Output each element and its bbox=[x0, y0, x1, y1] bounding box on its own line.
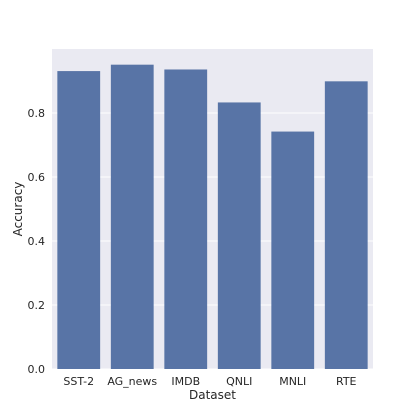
bar-rte bbox=[324, 81, 368, 369]
bar-sst-2 bbox=[57, 71, 101, 369]
y-axis-ticks: 0.0 0.2 0.4 0.6 0.8 bbox=[28, 107, 46, 376]
bar-imdb bbox=[164, 69, 208, 369]
y-tick-label: 0.8 bbox=[28, 107, 46, 120]
x-tick-label: SST-2 bbox=[63, 375, 94, 388]
x-tick-label: AG_news bbox=[107, 375, 157, 388]
x-axis-label: Dataset bbox=[189, 388, 236, 402]
bar-mnli bbox=[271, 131, 315, 369]
bar-ag-news bbox=[110, 64, 154, 370]
y-tick-label: 0.6 bbox=[28, 171, 46, 184]
x-tick-label: RTE bbox=[336, 375, 357, 388]
x-tick-label: IMDB bbox=[171, 375, 200, 388]
y-tick-label: 0.2 bbox=[28, 299, 46, 312]
y-axis-label: Accuracy bbox=[11, 182, 25, 237]
bars bbox=[57, 64, 368, 370]
bar-qnli bbox=[217, 102, 261, 369]
y-tick-label: 0.0 bbox=[28, 363, 46, 376]
x-tick-label: MNLI bbox=[279, 375, 306, 388]
y-tick-label: 0.4 bbox=[28, 235, 46, 248]
plot-area bbox=[52, 49, 373, 369]
x-tick-label: QNLI bbox=[226, 375, 252, 388]
grid-lines bbox=[52, 112, 373, 370]
x-axis-ticks: SST-2 AG_news IMDB QNLI MNLI RTE bbox=[63, 375, 356, 388]
